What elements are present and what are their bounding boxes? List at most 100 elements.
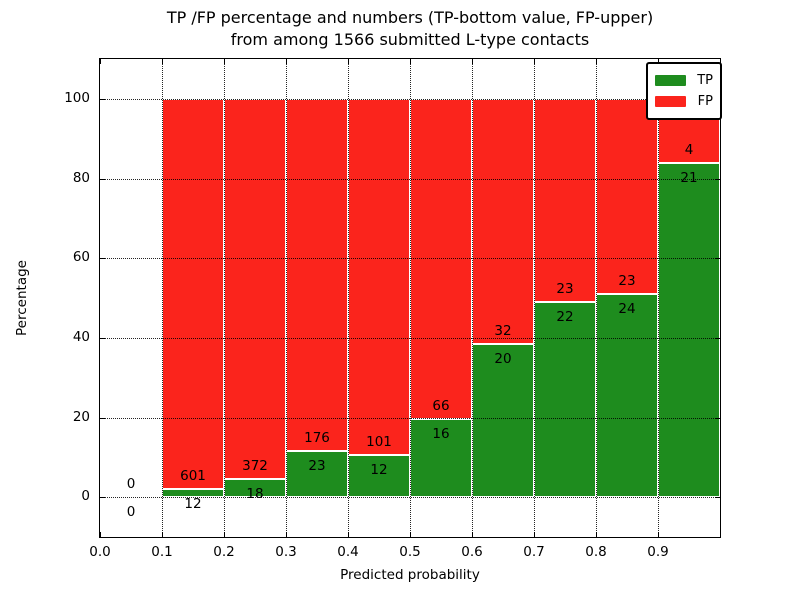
x-tick-mark (658, 532, 659, 537)
x-tick-mark (348, 59, 349, 64)
fp-count-label: 101 (366, 433, 392, 450)
tp-count-label: 24 (618, 300, 636, 317)
x-tick-mark (224, 532, 225, 537)
tp-bar-segment (534, 302, 596, 498)
y-axis-label: Percentage (14, 260, 30, 336)
tp-count-label: 12 (370, 461, 388, 478)
x-tick-mark (658, 59, 659, 64)
fp-count-label: 372 (242, 457, 268, 474)
fp-count-label: 601 (180, 468, 206, 485)
tp-bar-segment (596, 293, 658, 498)
tp-count-label: 22 (556, 309, 574, 326)
y-tick-mark (100, 417, 105, 419)
x-tick-mark (472, 532, 473, 537)
tp-count-label: 16 (432, 426, 450, 443)
tp-bar-segment (286, 451, 348, 498)
tp-count-label: 20 (494, 350, 512, 367)
x-tick-mark (410, 59, 411, 64)
x-tick-label: 0.9 (647, 544, 669, 560)
legend-label-fp: FP (697, 94, 713, 109)
fp-bar-segment (286, 98, 348, 452)
chart-title-line1: TP /FP percentage and numbers (TP-bottom… (166, 8, 654, 27)
vertical-gridline (162, 59, 163, 537)
x-tick-label: 0.4 (337, 544, 359, 560)
fp-count-label: 32 (494, 322, 512, 339)
fp-bar-segment (348, 98, 410, 455)
y-tick-label: 40 (72, 328, 90, 345)
fp-swatch-icon (655, 96, 686, 107)
y-tick-mark (715, 497, 720, 499)
y-tick-mark (100, 337, 105, 339)
y-tick-mark (100, 497, 105, 499)
tp-count-label: 0 (126, 504, 136, 521)
vertical-gridline (658, 59, 659, 537)
fp-bar-segment (534, 98, 596, 303)
fp-bar-segment (224, 98, 286, 479)
chart-title-line2: from among 1566 submitted L-type contact… (230, 30, 590, 49)
plot-inner: 0 0 601 12 372 18 176 23 101 12 66 16 32 20 23 22 23 24 4 2… (100, 59, 720, 537)
vertical-gridline (596, 59, 597, 537)
x-tick-mark (534, 532, 535, 537)
y-tick-mark (715, 178, 720, 180)
tp-count-label: 12 (184, 496, 202, 513)
tp-count-label: 18 (246, 485, 264, 502)
vertical-gridline (410, 59, 411, 537)
y-tick-label: 100 (64, 89, 90, 106)
x-axis-label: Predicted probability (340, 567, 480, 583)
x-tick-label: 0.0 (89, 544, 111, 560)
y-tick-mark (715, 337, 720, 339)
y-tick-label: 0 (81, 488, 90, 505)
legend-box: TP FP (646, 62, 722, 120)
horizontal-gridline (100, 178, 720, 180)
fp-count-label: 176 (304, 430, 330, 447)
vertical-gridline (348, 59, 349, 537)
x-tick-label: 0.7 (523, 544, 545, 560)
fp-bar-segment (162, 98, 224, 490)
legend-label-tp: TP (697, 73, 713, 88)
tp-count-label: 23 (308, 458, 326, 475)
legend-entry-tp: TP (655, 70, 713, 91)
horizontal-gridline (100, 497, 720, 499)
x-tick-mark (100, 532, 101, 537)
fp-count-label: 23 (618, 272, 636, 289)
vertical-gridline (534, 59, 535, 537)
tp-count-label: 21 (680, 169, 698, 186)
x-tick-mark (596, 59, 597, 64)
y-tick-mark (715, 417, 720, 419)
horizontal-gridline (100, 258, 720, 260)
horizontal-gridline (100, 98, 720, 100)
fp-count-label: 4 (684, 141, 694, 158)
x-tick-mark (286, 532, 287, 537)
y-tick-mark (100, 178, 105, 180)
x-tick-mark (596, 532, 597, 537)
fp-count-label: 23 (556, 281, 574, 298)
y-tick-mark (100, 258, 105, 260)
horizontal-gridline (100, 337, 720, 339)
fp-bar-segment (472, 98, 534, 344)
tp-bar-segment (658, 162, 720, 498)
x-tick-label: 0.8 (585, 544, 607, 560)
x-tick-label: 0.3 (275, 544, 297, 560)
y-tick-label: 60 (72, 249, 90, 266)
y-tick-label: 20 (72, 408, 90, 425)
vertical-gridline (286, 59, 287, 537)
plot-area: 0 0 601 12 372 18 176 23 101 12 66 16 32 20 23 22 23 24 4 2… (99, 58, 721, 538)
y-tick-mark (100, 98, 105, 100)
x-tick-label: 0.6 (461, 544, 483, 560)
fp-count-label: 0 (126, 476, 136, 493)
fp-count-label: 66 (432, 398, 450, 415)
y-tick-mark (715, 258, 720, 260)
x-tick-mark (348, 532, 349, 537)
x-tick-mark (162, 532, 163, 537)
x-tick-label: 0.5 (399, 544, 421, 560)
horizontal-gridline (100, 417, 720, 419)
x-tick-mark (162, 59, 163, 64)
x-tick-mark (410, 532, 411, 537)
y-tick-label: 80 (72, 169, 90, 186)
x-tick-mark (286, 59, 287, 64)
x-tick-mark (472, 59, 473, 64)
x-tick-mark (100, 59, 101, 64)
tp-bar-segment (348, 454, 410, 498)
vertical-gridline (472, 59, 473, 537)
